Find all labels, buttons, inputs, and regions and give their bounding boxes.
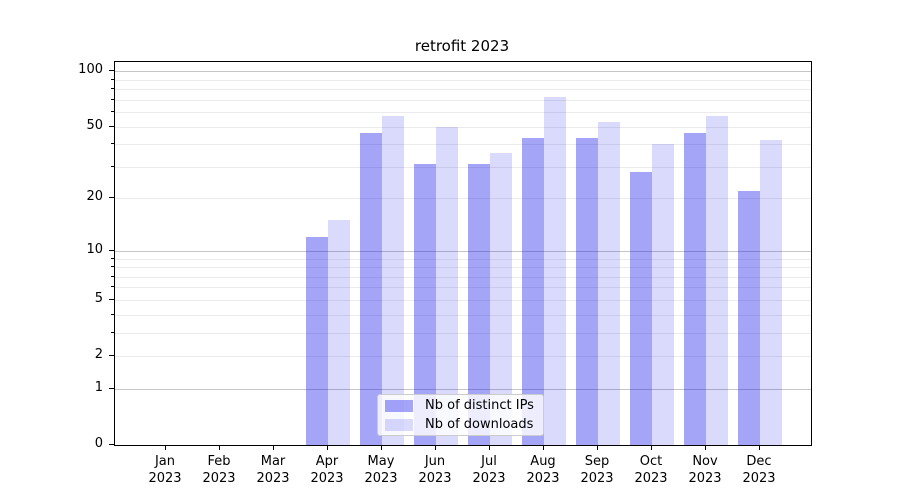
x-tick-label: Nov 2023 — [688, 454, 722, 486]
bar-downloads — [706, 116, 728, 445]
y-tick-label: 50 — [86, 117, 103, 133]
x-tick-label: Oct 2023 — [634, 454, 668, 486]
bar-distinct-ips — [738, 191, 760, 445]
y-gridline-minor — [115, 144, 811, 146]
legend-row-distinct-ips: Nb of distinct IPs — [385, 398, 536, 414]
y-tick-mark — [109, 355, 114, 356]
y-gridline-minor — [115, 79, 811, 81]
y-minor-tick-mark — [111, 165, 114, 167]
x-tick-mark — [435, 445, 436, 450]
bar-downloads — [490, 152, 512, 445]
legend-swatch-distinct-ips-icon — [385, 399, 413, 412]
y-tick-label: 0 — [94, 436, 103, 451]
y-gridline-minor — [115, 258, 811, 260]
bar-downloads — [760, 140, 782, 445]
x-tick-mark — [381, 445, 382, 450]
y-gridline-minor — [115, 198, 811, 200]
y-tick-mark — [109, 249, 114, 251]
y-gridline-major — [115, 388, 811, 390]
x-tick-mark — [165, 445, 166, 450]
bar-downloads — [544, 97, 566, 445]
bar-distinct-ips — [522, 138, 544, 445]
y-tick-mark — [109, 70, 114, 72]
y-gridline-minor — [115, 166, 811, 168]
y-tick-mark — [109, 197, 114, 199]
bar-distinct-ips — [576, 138, 598, 445]
y-tick-label: 5 — [94, 290, 103, 306]
x-tick-label: Dec 2023 — [742, 454, 776, 486]
x-tick-label: May 2023 — [364, 454, 398, 486]
bar-downloads — [652, 144, 674, 445]
y-gridline-minor — [115, 111, 811, 113]
x-tick-label: Jan 2023 — [148, 454, 182, 486]
x-tick-label: Apr 2023 — [310, 454, 344, 486]
x-tick-mark — [219, 445, 220, 450]
y-tick-label: 100 — [78, 62, 103, 78]
bar-distinct-ips — [468, 164, 490, 445]
x-tick-mark — [651, 445, 652, 450]
bar-distinct-ips — [306, 237, 328, 445]
x-tick-label: Sep 2023 — [580, 454, 614, 486]
plot-area — [114, 61, 812, 446]
y-gridline-major — [115, 71, 811, 73]
bar-downloads — [436, 126, 458, 445]
y-gridline-minor — [115, 89, 811, 90]
y-gridline-minor — [115, 99, 811, 101]
y-minor-tick-mark — [111, 286, 114, 288]
y-gridline-minor — [115, 126, 811, 128]
bar-downloads — [328, 220, 350, 445]
x-tick-mark — [543, 445, 544, 450]
bar-downloads — [598, 121, 620, 445]
y-tick-mark — [109, 125, 114, 127]
y-tick-mark — [109, 298, 114, 300]
y-tick-mark — [109, 387, 114, 389]
legend-row-downloads: Nb of downloads — [385, 417, 536, 433]
x-tick-mark — [327, 445, 328, 450]
x-tick-label: Jun 2023 — [418, 454, 452, 486]
y-gridline-minor — [115, 299, 811, 301]
y-gridline-major — [115, 250, 811, 252]
y-minor-tick-mark — [111, 78, 114, 80]
chart-title: retrofit 2023 — [414, 37, 510, 55]
y-minor-tick-mark — [111, 143, 114, 145]
y-minor-tick-mark — [111, 313, 114, 315]
y-tick-label: 2 — [94, 347, 103, 362]
y-tick-mark — [109, 444, 114, 445]
y-gridline-minor — [115, 356, 811, 357]
x-tick-label: Feb 2023 — [202, 454, 236, 486]
x-tick-mark — [273, 445, 274, 450]
y-minor-tick-mark — [111, 275, 114, 277]
x-tick-label: Jul 2023 — [472, 454, 506, 486]
y-minor-tick-mark — [111, 110, 114, 112]
legend: Nb of distinct IPs Nb of downloads — [377, 394, 544, 436]
bar-distinct-ips — [414, 164, 436, 445]
bar-distinct-ips — [684, 133, 706, 445]
bar-distinct-ips — [360, 133, 382, 445]
y-tick-label: 20 — [86, 189, 103, 205]
y-gridline-minor — [115, 276, 811, 278]
x-tick-label: Mar 2023 — [256, 454, 290, 486]
y-gridline-minor — [115, 267, 811, 268]
bar-downloads — [382, 116, 404, 445]
y-minor-tick-mark — [111, 88, 114, 89]
y-tick-label: 10 — [86, 241, 103, 257]
legend-label-downloads: Nb of downloads — [425, 416, 534, 432]
bar-distinct-ips — [630, 172, 652, 445]
x-tick-label: Aug 2023 — [526, 454, 560, 486]
x-tick-mark — [597, 445, 598, 450]
y-minor-tick-mark — [111, 331, 114, 333]
y-gridline-minor — [115, 287, 811, 289]
y-minor-tick-mark — [111, 98, 114, 100]
y-gridline-minor — [115, 314, 811, 316]
y-minor-tick-mark — [111, 266, 114, 267]
x-tick-mark — [759, 445, 760, 450]
y-minor-tick-mark — [111, 257, 114, 259]
x-tick-mark — [489, 445, 490, 450]
legend-swatch-downloads-icon — [385, 418, 413, 431]
y-gridline-minor — [115, 332, 811, 334]
y-tick-label: 1 — [94, 379, 103, 395]
x-tick-mark — [705, 445, 706, 450]
legend-label-distinct-ips: Nb of distinct IPs — [425, 397, 534, 413]
